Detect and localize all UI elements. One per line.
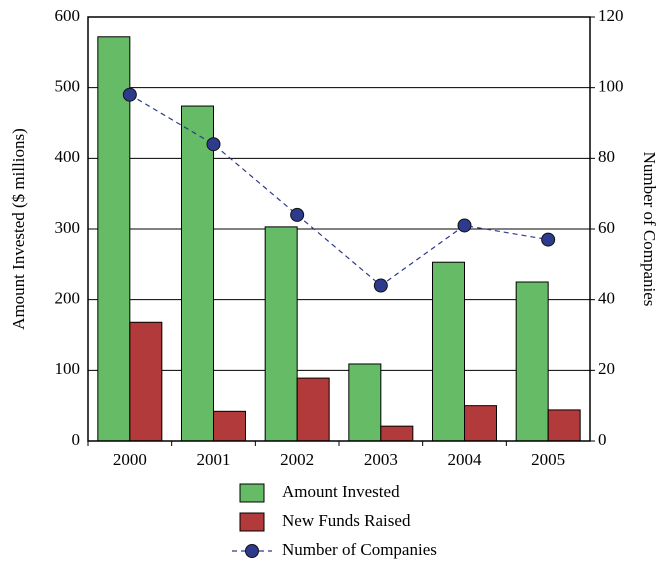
bar	[97, 36, 131, 442]
y-tick-label: 100	[55, 359, 81, 378]
y2-tick-label: 120	[598, 6, 624, 25]
line	[129, 94, 549, 287]
bar	[464, 405, 497, 442]
x-tick-label: 2000	[113, 450, 147, 469]
bar	[515, 281, 549, 442]
y-axis-label: Amount Invested ($ millions)	[9, 128, 28, 330]
y2-tick-label: 20	[598, 359, 615, 378]
legend-swatch	[239, 512, 265, 532]
bar	[348, 363, 382, 442]
marker	[290, 207, 305, 222]
plot-frame	[87, 16, 591, 442]
bar	[296, 377, 330, 442]
marker	[122, 87, 137, 102]
marker	[541, 232, 556, 247]
legend-marker	[245, 544, 259, 558]
legend-label: New Funds Raised	[282, 511, 411, 530]
bar	[213, 410, 246, 442]
y-tick-label: 600	[55, 6, 81, 25]
marker	[373, 278, 388, 293]
bar	[547, 409, 581, 442]
x-tick-label: 2005	[531, 450, 565, 469]
y-tick-label: 500	[55, 77, 81, 96]
y2-tick-label: 100	[598, 77, 624, 96]
bar	[432, 261, 465, 442]
y2-tick-label: 40	[598, 289, 615, 308]
y-tick-label: 300	[55, 218, 81, 237]
x-tick-label: 2001	[197, 450, 231, 469]
y2-tick-label: 0	[598, 430, 607, 449]
y-tick-label: 200	[55, 289, 81, 308]
marker	[457, 218, 472, 233]
legend-label: Number of Companies	[282, 540, 437, 559]
y2-axis-label: Number of Companies	[640, 152, 659, 307]
bar	[181, 105, 214, 442]
x-tick-label: 2004	[448, 450, 483, 469]
x-tick-label: 2002	[280, 450, 314, 469]
bar	[129, 321, 163, 442]
marker	[206, 137, 221, 152]
x-tick-label: 2003	[364, 450, 398, 469]
bar	[380, 425, 414, 442]
y-tick-label: 400	[55, 147, 81, 166]
y2-tick-label: 80	[598, 147, 615, 166]
y-tick-label: 0	[72, 430, 81, 449]
legend-swatch	[239, 483, 265, 503]
bar	[264, 226, 298, 442]
legend-label: Amount Invested	[282, 482, 400, 501]
y2-tick-label: 60	[598, 218, 615, 237]
